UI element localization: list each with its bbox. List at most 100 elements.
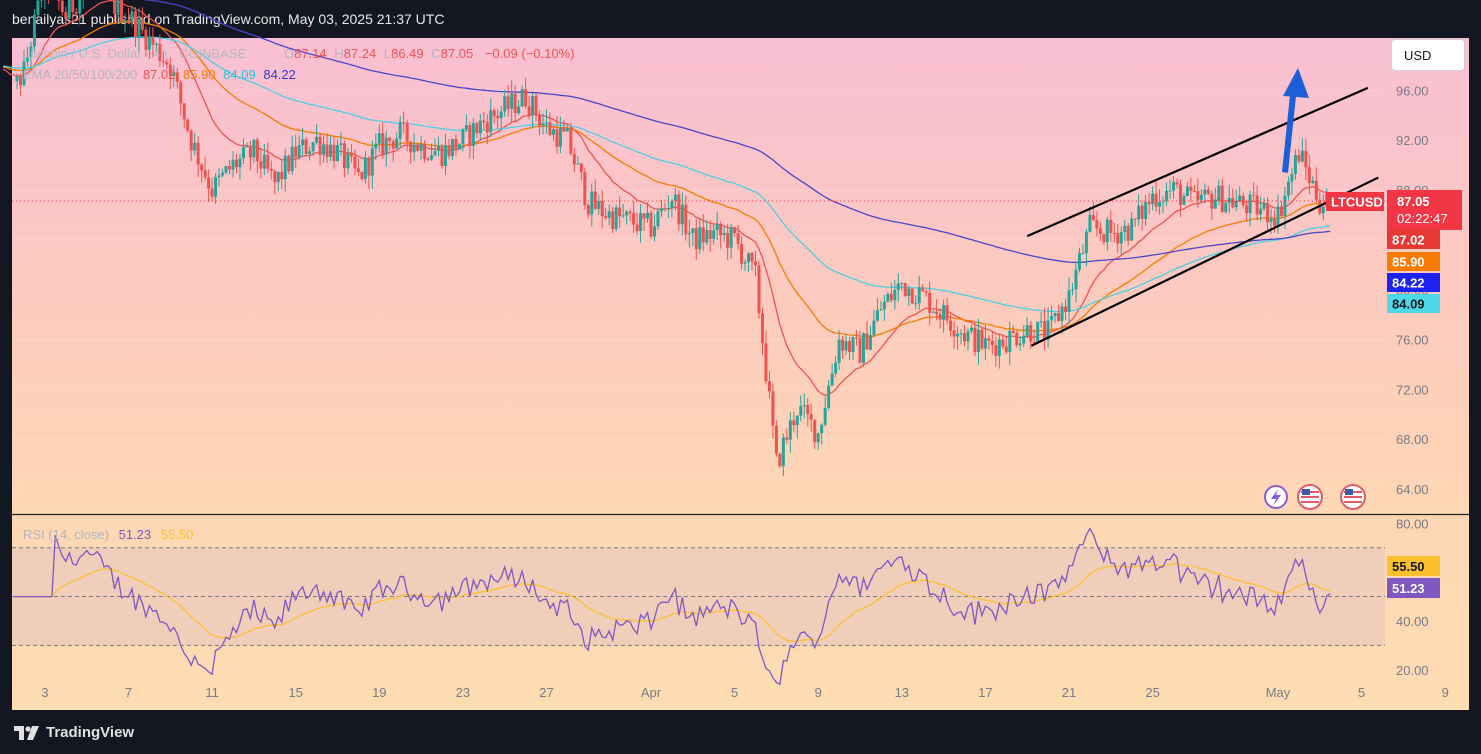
candle: [1213, 187, 1217, 209]
candle: [120, 0, 124, 23]
candle: [945, 297, 949, 325]
candle-body: [677, 194, 681, 225]
candle-body: [423, 143, 427, 159]
chart-svg[interactable]: 64.0068.0072.0076.0080.0084.0088.0092.00…: [0, 0, 1481, 714]
candle-body: [499, 111, 503, 119]
candle-body: [935, 311, 939, 314]
candle-body: [771, 391, 775, 426]
channel-layer: [1026, 86, 1379, 347]
candle-body: [983, 338, 987, 349]
candle-body: [409, 141, 413, 153]
legend-symbol: Litecoin / U.S. Dollar · 4h · COINBASE: [23, 46, 247, 61]
us-flag-icon[interactable]: [1297, 484, 1323, 510]
legend-o: 87.14: [294, 46, 327, 61]
candle: [663, 202, 667, 213]
ema200-badge-bg: [1387, 273, 1440, 292]
candle: [32, 9, 36, 53]
legend-o-label: O: [284, 46, 294, 61]
candle-body: [238, 158, 242, 168]
candle: [743, 259, 747, 271]
candle: [1043, 307, 1047, 351]
candle-body: [273, 170, 277, 183]
candle-body: [234, 159, 238, 168]
lightning-icon[interactable]: [1264, 485, 1288, 509]
candle-body: [203, 170, 207, 178]
channel-upper-line[interactable]: [1026, 86, 1369, 238]
candle-body: [426, 158, 430, 160]
candle-body: [715, 223, 719, 231]
candle: [666, 195, 670, 219]
candle: [597, 194, 601, 215]
candle-body: [997, 339, 1001, 356]
candle-body: [1018, 343, 1022, 346]
candle: [896, 273, 900, 303]
candle: [545, 109, 548, 134]
candle-body: [140, 19, 144, 30]
candle-body: [395, 138, 399, 149]
candle-body: [966, 331, 970, 342]
candle-body: [719, 223, 723, 236]
candle: [19, 73, 23, 96]
candle-body: [1039, 321, 1043, 323]
legend-h: 87.24: [344, 46, 377, 61]
candle-body: [430, 155, 434, 160]
candle-body: [196, 142, 200, 165]
candle-body: [625, 211, 629, 216]
candle: [409, 141, 413, 164]
candle-body: [228, 166, 232, 170]
candle: [635, 212, 639, 235]
candle: [889, 282, 893, 303]
grid-layer: [12, 89, 1385, 490]
currency-button[interactable]: USD: [1391, 39, 1465, 71]
countdown-text: 02:22:47: [1397, 211, 1448, 226]
candle-body: [907, 288, 911, 296]
legend-ema100: 84.09: [223, 67, 256, 82]
candle-body: [207, 177, 211, 189]
candle-body: [834, 362, 838, 374]
arrow-annotation[interactable]: [1282, 68, 1309, 173]
candle: [1168, 179, 1172, 199]
candle: [806, 397, 810, 427]
candle-body: [527, 106, 531, 116]
candle: [949, 314, 953, 338]
candle-body: [1011, 330, 1015, 334]
candle-body: [1043, 321, 1047, 340]
candle: [987, 335, 991, 350]
candle: [1140, 201, 1144, 231]
candle-body: [454, 138, 458, 150]
candle-body: [416, 144, 420, 151]
time-tick-label: 9: [815, 685, 822, 700]
candle-body: [855, 337, 859, 339]
time-tick-label: 21: [1062, 685, 1076, 700]
candle: [248, 140, 252, 171]
candle: [1231, 188, 1235, 209]
tradingview-logo[interactable]: TradingView: [14, 724, 134, 741]
candle: [231, 151, 235, 178]
candle: [44, 0, 46, 10]
candle-body: [189, 130, 193, 151]
candle-body: [722, 232, 726, 236]
candle-body: [778, 453, 782, 467]
candle: [1102, 233, 1106, 246]
candle: [363, 150, 367, 184]
us-flag-icon-2[interactable]: [1340, 484, 1366, 510]
candle: [1311, 176, 1315, 185]
candle-body: [931, 311, 935, 313]
channel-lower-line[interactable]: [1030, 176, 1379, 347]
candle-body: [976, 329, 980, 353]
candle: [1144, 194, 1148, 227]
candle-body: [928, 292, 932, 313]
candle-body: [283, 155, 287, 180]
candle: [966, 328, 970, 351]
candle: [224, 165, 228, 175]
candle: [234, 153, 238, 174]
candle-body: [851, 337, 855, 353]
candle-body: [795, 415, 799, 426]
candle-body: [175, 72, 179, 83]
candle: [510, 80, 514, 123]
candle-body: [1147, 201, 1151, 205]
candle: [875, 298, 879, 323]
candle-body: [1130, 218, 1134, 241]
candle: [1095, 211, 1099, 237]
candle-body: [1286, 181, 1290, 196]
